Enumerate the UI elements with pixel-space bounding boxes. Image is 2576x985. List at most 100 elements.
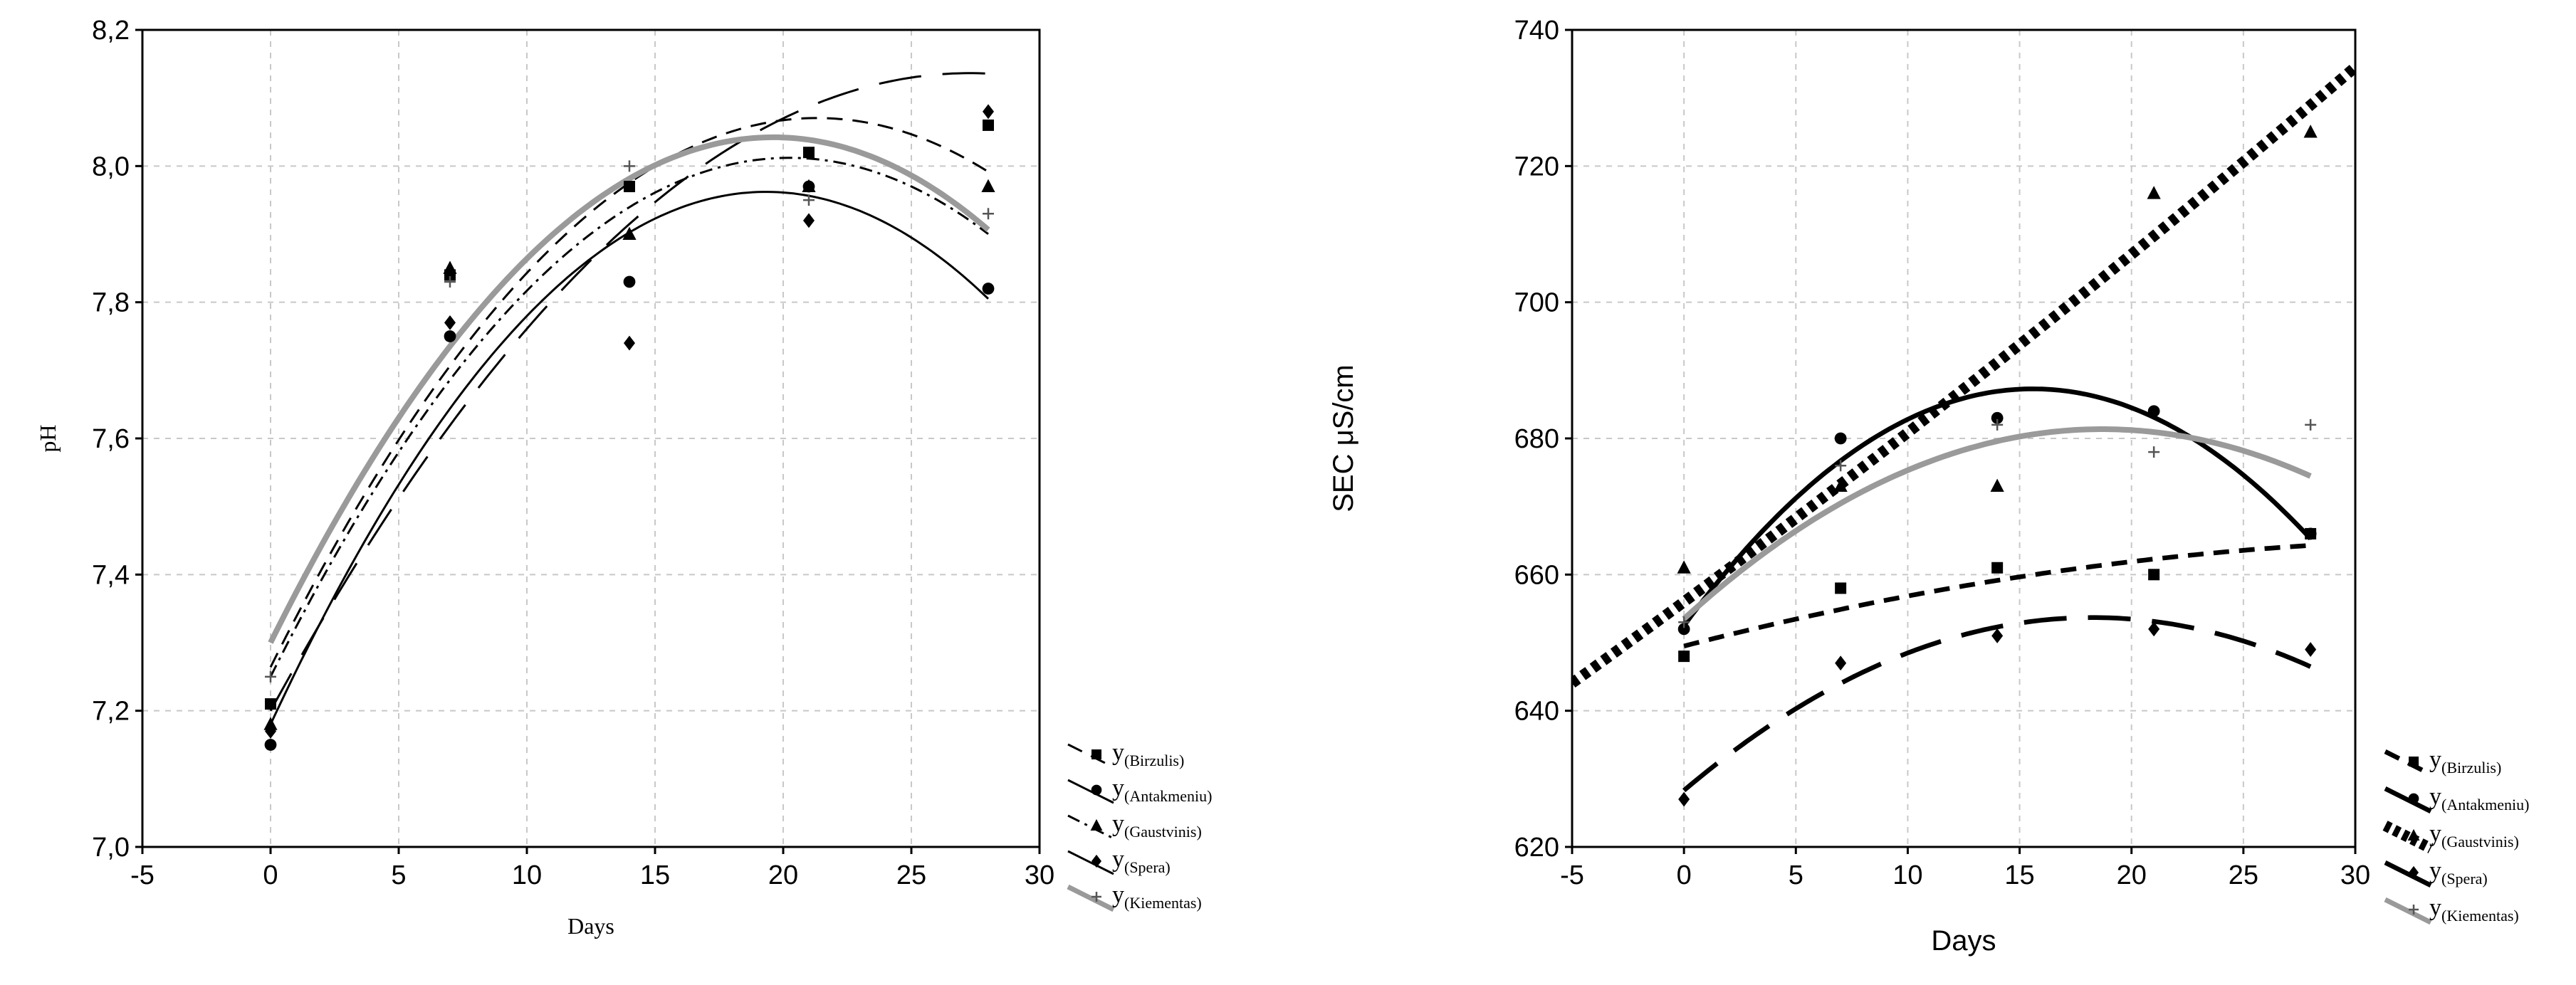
ph-legend-label-kiementas: y(Kiementas): [1112, 882, 1202, 912]
ph-legend-marker-gaustvinis: [1090, 818, 1103, 831]
sec-x-tick-label: -5: [1560, 860, 1584, 890]
sec-point-antakmeniu: [2147, 405, 2160, 418]
ph-y-tick-label: 7,2: [92, 697, 130, 727]
ph-legend-marker-spera: [1091, 854, 1101, 868]
ph-x-tick-label: 20: [768, 860, 798, 890]
ph-point-gaustvinis: [622, 226, 637, 240]
sec-fit-line-birzulis: [1683, 543, 2311, 648]
sec-chart: -5 0 5 10 15 20 25 30 620 640 660 680 700 720 740 Day…: [1328, 16, 2529, 957]
sec-legend: y(Birzulis) y(Antakmeniu) y(Gaustvinis) y(S…: [2382, 747, 2529, 925]
ph-legend-label-spera: y(Spera): [1112, 846, 1171, 876]
ph-fit-line-kiementas: [268, 134, 990, 644]
ph-legend-label-antakmeniu: y(Antakmeniu): [1112, 775, 1212, 805]
sec-point-spera: [1835, 655, 1847, 671]
sec-point-kiementas: [2305, 418, 2317, 431]
ph-point-antakmeniu: [982, 283, 995, 295]
sec-fit-line-kiementas: [1682, 426, 2312, 621]
sec-point-antakmeniu: [1677, 623, 1690, 636]
sec-x-tick-label: 30: [2340, 860, 2370, 890]
ph-point-gaustvinis: [981, 179, 995, 193]
ph-point-birzulis: [624, 181, 635, 193]
ph-point-kiementas: [624, 160, 635, 172]
ph-point-antakmeniu: [623, 275, 636, 288]
ph-point-kiementas: [265, 670, 276, 683]
ph-point-birzulis: [983, 119, 994, 131]
ph-legend-swatch-spera: [1067, 850, 1114, 875]
ph-point-kiementas: [983, 208, 994, 220]
sec-y-tick-label: 700: [1514, 288, 1559, 318]
ph-y-tick-label: 7,8: [92, 288, 130, 318]
sec-fit-line-antakmeniu: [1682, 386, 2313, 628]
ph-x-tick-label: 15: [640, 860, 670, 890]
sec-legend-swatch-spera: [2384, 860, 2432, 887]
sec-fit-line-spera: [1682, 615, 2312, 793]
sec-y-tick-label: 660: [1514, 560, 1559, 590]
sec-point-birzulis: [1678, 650, 1690, 663]
ph-point-spera: [803, 213, 815, 228]
ph-chart: -5 0 5 10 15 20 25 30 7,0 7,2 7,4 7,6 7,8 8,0 8,2 Day…: [35, 16, 1212, 939]
ph-x-tick-label: 25: [896, 860, 926, 890]
ph-y-tick-label: 7,4: [92, 560, 130, 590]
sec-legend-marker-spera: [2409, 865, 2419, 880]
ph-legend-marker-kiementas: [1091, 892, 1101, 902]
ph-point-antakmeniu: [264, 739, 277, 751]
sec-fit-line-gaustvinis: [1572, 63, 2355, 688]
sec-x-tick-label: 15: [2004, 860, 2034, 890]
sec-x-tick-label: 0: [1677, 860, 1692, 890]
sec-legend-label-antakmeniu: y(Antakmeniu): [2429, 784, 2529, 813]
sec-legend-marker-kiementas: [2409, 905, 2419, 915]
sec-point-kiementas: [1991, 418, 2004, 431]
sec-legend-swatch-kiementas: [2384, 897, 2432, 925]
ph-point-spera: [265, 723, 276, 739]
ph-point-gaustvinis: [443, 260, 457, 274]
sec-point-spera: [2148, 621, 2160, 637]
ph-legend-label-birzulis: y(Birzulis): [1112, 739, 1184, 769]
ph-x-tick-label: 30: [1025, 860, 1054, 890]
sec-legend-swatch-antakmeniu: [2384, 786, 2432, 813]
ph-legend-swatch-antakmeniu: [1067, 779, 1114, 804]
ph-legend-marker-antakmeniu: [1091, 784, 1102, 796]
sec-legend-marker-antakmeniu: [2408, 793, 2419, 804]
sec-point-spera: [1678, 791, 1690, 807]
sec-point-gaustvinis: [2147, 186, 2161, 199]
sec-point-kiementas: [1678, 616, 1690, 628]
sec-x-tick-label: 5: [1789, 860, 1803, 890]
ph-x-tick-label: 10: [512, 860, 542, 890]
sec-x-axis-label: Days: [1931, 925, 1996, 957]
ph-point-gaustvinis: [802, 179, 816, 193]
sec-y-tick-label: 640: [1514, 697, 1559, 727]
sec-y-axis-label: SEC μS/cm: [1328, 364, 1359, 512]
sec-legend-swatch-birzulis: [2384, 749, 2432, 776]
ph-legend-swatch-kiementas: [1067, 884, 1115, 912]
ph-y-tick-label: 8,0: [92, 152, 130, 181]
ph-fit-line-spera: [269, 72, 989, 712]
ph-point-spera: [983, 104, 994, 120]
sec-point-antakmeniu: [1834, 432, 1847, 445]
sec-point-gaustvinis: [1990, 478, 2004, 492]
ph-fit-line-birzulis: [269, 117, 989, 668]
ph-x-tick-label: 5: [391, 860, 406, 890]
ph-x-tick-label: -5: [130, 860, 155, 890]
sec-point-gaustvinis: [1833, 478, 1848, 492]
sec-legend-swatch-gaustvinis: [2382, 821, 2434, 853]
sec-point-antakmeniu: [1991, 411, 2004, 424]
sec-y-tick-label: 720: [1514, 152, 1559, 181]
ph-y-tick-label: 7,0: [92, 833, 130, 863]
ph-point-antakmeniu: [444, 330, 456, 342]
ph-legend-marker-birzulis: [1091, 749, 1101, 759]
ph-fit-line-gaustvinis: [269, 157, 989, 678]
ph-point-spera: [444, 315, 456, 330]
ph-point-birzulis: [265, 698, 276, 710]
ph-point-kiementas: [803, 194, 815, 206]
ph-y-axis-label: pH: [35, 424, 61, 452]
sec-point-gaustvinis: [2303, 125, 2318, 138]
sec-point-kiementas: [2148, 446, 2160, 458]
sec-point-kiementas: [1835, 460, 1847, 472]
sec-point-birzulis: [2148, 569, 2160, 581]
sec-legend-label-gaustvinis: y(Gaustvinis): [2429, 821, 2519, 850]
sec-x-tick-label: 20: [2117, 860, 2147, 890]
sec-legend-label-birzulis: y(Birzulis): [2429, 747, 2501, 776]
sec-y-tick-label: 620: [1514, 833, 1559, 863]
sec-point-gaustvinis: [1677, 560, 1691, 574]
